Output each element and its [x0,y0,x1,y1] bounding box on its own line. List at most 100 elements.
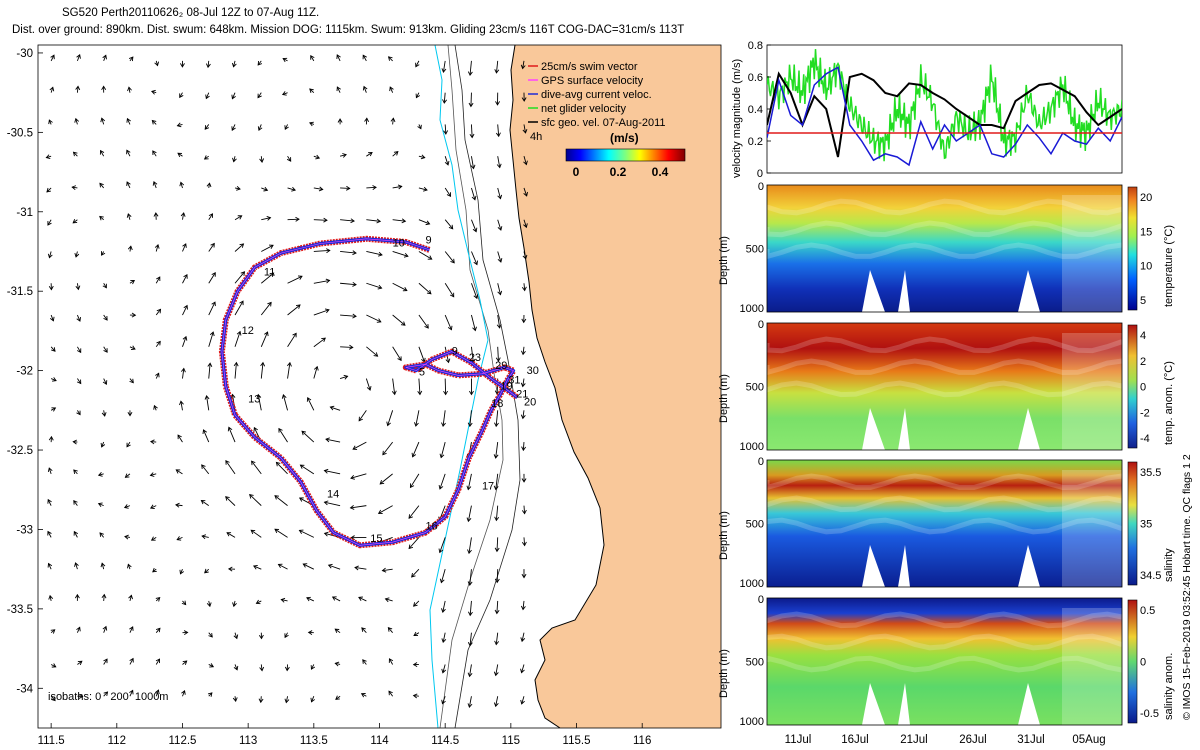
velocity-vector [285,696,288,703]
velocity-vector-head [257,60,263,66]
velocity-vector [444,124,447,134]
velocity-vector-head [389,86,394,92]
velocity-vector [336,86,341,93]
velocity-vector-head [522,129,528,134]
velocity-vector [287,333,297,348]
velocity-vector-head [469,390,474,396]
velocity-vector-head [256,393,262,399]
legend-sfc-label: sfc geo. vel. 07-Aug-2011 [541,117,666,129]
velocity-vector-head [258,634,264,640]
velocity-vector [208,600,211,607]
velocity-vector [362,54,367,62]
velocity-vector [350,505,367,509]
velocity-vector-head [441,638,447,644]
velocity-vector-head [521,318,527,324]
velocity-vector-head [424,323,429,329]
velocity-vector-head [352,250,357,256]
velocity-vector [103,691,108,697]
velocity-vector-head [156,276,161,282]
velocity-vector [366,314,382,323]
velocity-vector [522,410,525,419]
velocity-vector-head [466,485,472,491]
velocity-vector [234,362,237,379]
velocity-vector-head [100,562,106,568]
velocity-vector [225,496,236,506]
velocity-vector [77,660,83,665]
velocity-vector [340,314,357,317]
velocity-vector [330,406,341,411]
velocity-vector-head [183,304,188,310]
velocity-vector-head [301,430,307,436]
velocity-vector-head [74,593,80,599]
velocity-vector [126,441,131,448]
velocity-vector [76,54,81,62]
velocity-vector-head [466,517,472,523]
velocity-vector [354,567,367,570]
velocity-vector-head [494,547,500,553]
velocity-vector-head [274,495,280,500]
section-texture [764,242,1123,260]
velocity-vector [415,410,420,427]
velocity-vector-head [51,663,57,668]
velocity-vector-head [306,397,312,402]
map-x-tick-label: 114.5 [431,735,459,747]
velocity-vector-head [180,63,185,68]
velocity-vector-head [472,227,478,233]
velocity-vector-head [101,85,107,91]
velocity-vector-head [227,566,233,572]
velocity-vector [392,346,402,361]
map-x-tick-label: 113.5 [300,735,328,747]
velocity-vector-head [153,212,159,217]
velocity-vector [418,346,425,362]
velocity-vector-head [391,390,397,396]
section-panel-3: 0 500 1000 Depth (m) 0.5 0 -0.5 salinity anom. [718,594,1175,728]
velocity-vector-head [336,54,341,59]
velocity-vector-head [47,530,52,536]
velocity-vector-head [522,254,528,260]
velocity-vector [234,664,238,671]
section-y-tick-label: 1000 [740,441,764,453]
velocity-vector [207,60,210,68]
velocity-vector [388,690,394,697]
land-mass [510,45,721,728]
velocity-vector [50,314,54,321]
velocity-vector-head [521,286,527,292]
velocity-vector-head [50,54,55,60]
velocity-vector-head [127,411,133,417]
velocity-vector [284,632,288,638]
velocity-vector-head [382,450,387,456]
velocity-vector-head [181,690,186,695]
velocity-vector-head [350,218,355,224]
section-colorbar-tick: 35 [1140,519,1152,531]
velocity-vector-head [182,243,187,248]
velocity-vector-head [427,255,433,260]
velocity-vector-head [267,301,272,307]
velocity-vector [366,186,377,189]
velocity-vector-head [291,186,296,192]
section-x-tick-label: 21Jul [900,734,928,746]
velocity-vector [522,60,525,69]
velocity-vector-head [76,317,81,322]
velocity-vector [260,302,272,316]
velocity-vector-head [496,163,502,169]
velocity-vector [523,283,526,291]
velocity-vector-head [376,318,382,323]
velocity-vector-head [284,666,290,672]
velocity-vectors [45,53,528,708]
velocity-vector-head [153,404,158,410]
velocity-vector [313,187,323,190]
velocity-vector [77,346,82,353]
velocity-vector-head [209,331,215,337]
map-x-axis: 111.5 112 112.5 113 113.5 114 114.5 115 115.5 116 [38,723,651,747]
velocity-vector-head [439,578,445,584]
velocity-vector [47,219,52,226]
velocity-vector-head [423,186,428,192]
velocity-vector-head [211,272,216,277]
velocity-vector-head [101,412,107,417]
velocity-vector-head [47,467,53,473]
day-label: 14 [327,489,339,501]
velocity-vector-head [282,57,288,63]
velocity-vector [182,274,188,284]
velocity-vector [274,528,288,538]
